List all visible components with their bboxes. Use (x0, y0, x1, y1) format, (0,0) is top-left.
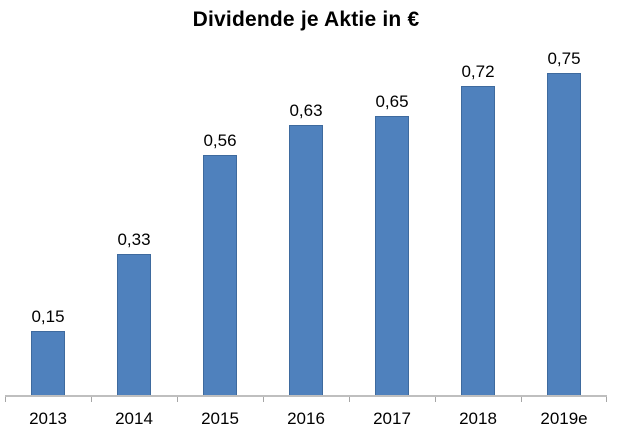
x-axis-label-2019e: 2019e (540, 409, 588, 428)
chart-title: Dividende je Aktie in € (192, 8, 420, 31)
bar-group-2017: 0,65 (349, 92, 435, 396)
bar-2013 (31, 331, 65, 396)
x-axis-label-2017: 2017 (373, 409, 411, 428)
bar-value-label-2016: 0,63 (289, 101, 323, 120)
x-axis-tick (521, 397, 522, 402)
bar-2015 (203, 155, 237, 396)
bar-value-label-2013: 0,15 (31, 307, 65, 326)
bar-group-2013: 0,15 (5, 307, 91, 396)
x-axis-tick (177, 397, 178, 402)
x-axis-labels: 2013 2014 2015 2016 2017 2018 2019e (5, 407, 607, 431)
bars-container: 0,15 0,33 0,56 0,63 0,65 0,72 0,75 (5, 41, 607, 396)
x-axis-label-2018: 2018 (459, 409, 497, 428)
bar-value-label-2015: 0,56 (203, 131, 237, 150)
bar-group-2016: 0,63 (263, 101, 349, 396)
x-axis-label-2014: 2014 (115, 409, 153, 428)
x-axis-tick (349, 397, 350, 402)
x-axis-label-2015: 2015 (201, 409, 239, 428)
x-axis-tick (435, 397, 436, 402)
x-axis-tick (91, 397, 92, 402)
bar-value-label-2018: 0,72 (461, 62, 495, 81)
x-axis-tick (263, 397, 264, 402)
x-axis-line (5, 395, 607, 397)
x-axis-tick (5, 397, 6, 402)
bar-2016 (289, 125, 323, 396)
bar-value-label-2019e: 0,75 (547, 49, 581, 68)
x-axis-label-2013: 2013 (29, 409, 67, 428)
bar-group-2014: 0,33 (91, 230, 177, 396)
bar-group-2015: 0,56 (177, 131, 263, 396)
x-axis-tick (606, 397, 607, 402)
bar-2019e (547, 73, 581, 396)
bar-2014 (117, 254, 151, 396)
bar-value-label-2017: 0,65 (375, 92, 409, 111)
x-axis-label-2016: 2016 (287, 409, 325, 428)
bar-group-2018: 0,72 (435, 62, 521, 396)
bar-group-2019e: 0,75 (521, 49, 607, 396)
bar-2018 (461, 86, 495, 396)
bar-value-label-2014: 0,33 (117, 230, 151, 249)
plot-area: 0,15 0,33 0,56 0,63 0,65 0,72 0,75 2013 2014 201… (5, 0, 607, 441)
bar-2017 (375, 116, 409, 396)
